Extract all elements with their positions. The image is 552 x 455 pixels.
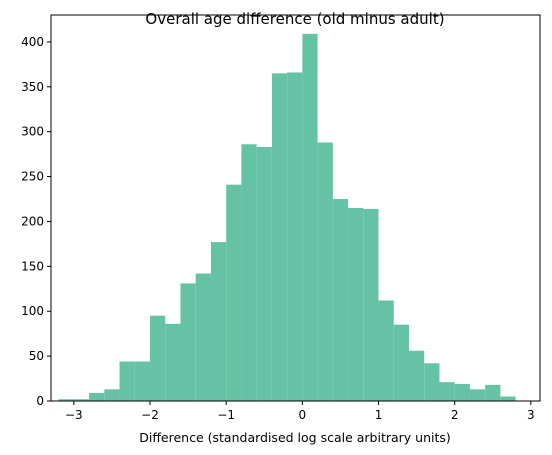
histogram-bar <box>73 399 90 401</box>
y-tick-label: 300 <box>21 125 44 139</box>
bars-group <box>58 33 516 401</box>
y-tick-label: 0 <box>36 394 44 408</box>
y-tick-label: 50 <box>29 349 44 363</box>
y-tick-label: 350 <box>21 80 44 94</box>
histogram-bar <box>302 33 318 401</box>
histogram-bar <box>408 350 425 401</box>
histogram-bar <box>195 273 211 401</box>
plot-frame <box>50 14 541 402</box>
x-tick-label: −3 <box>65 408 83 422</box>
histogram-bar <box>485 384 501 401</box>
histogram-bar <box>150 315 166 401</box>
x-tick-label: 0 <box>299 408 307 422</box>
x-axis: −3 −2 −1 0 1 2 3 <box>65 401 535 422</box>
x-axis-label: Difference (standardised log scale arbit… <box>139 430 451 445</box>
y-tick-label: 100 <box>21 304 44 318</box>
y-axis: 0 50 100 150 200 250 300 350 400 <box>21 35 51 408</box>
histogram-bar <box>134 361 151 401</box>
histogram-bar <box>165 323 181 401</box>
histogram-bar <box>226 184 242 401</box>
histogram-bar <box>424 363 440 401</box>
histogram-bar <box>180 283 196 401</box>
chart-title: Overall age difference (old minus adult) <box>145 10 444 28</box>
x-tick-label: 3 <box>527 408 535 422</box>
histogram-bar <box>241 144 257 401</box>
histogram-bar <box>271 73 288 401</box>
histogram-bar <box>210 242 227 401</box>
histogram-bar <box>58 399 74 401</box>
histogram-bar <box>439 382 455 401</box>
x-tick-label: 1 <box>375 408 383 422</box>
histogram-bar <box>393 324 409 401</box>
x-tick-label: 2 <box>451 408 459 422</box>
histogram-bar <box>500 396 516 401</box>
histogram-bar <box>454 383 470 401</box>
histogram-bar <box>104 389 120 401</box>
histogram-bar <box>469 389 486 401</box>
histogram-bar <box>287 72 303 401</box>
x-tick-label: −2 <box>141 408 159 422</box>
histogram-bar <box>317 142 333 401</box>
histogram-bar <box>348 208 364 401</box>
histogram-bar <box>256 146 272 401</box>
y-tick-label: 250 <box>21 170 44 184</box>
x-tick-label: −1 <box>217 408 235 422</box>
y-tick-label: 200 <box>21 214 44 228</box>
histogram-bar <box>119 361 135 401</box>
histogram-bar <box>89 392 105 401</box>
y-tick-label: 150 <box>21 259 44 273</box>
histogram-bar <box>378 300 394 401</box>
y-tick-label: 400 <box>21 35 44 49</box>
histogram-bar <box>332 199 349 401</box>
histogram-bar <box>363 208 379 401</box>
